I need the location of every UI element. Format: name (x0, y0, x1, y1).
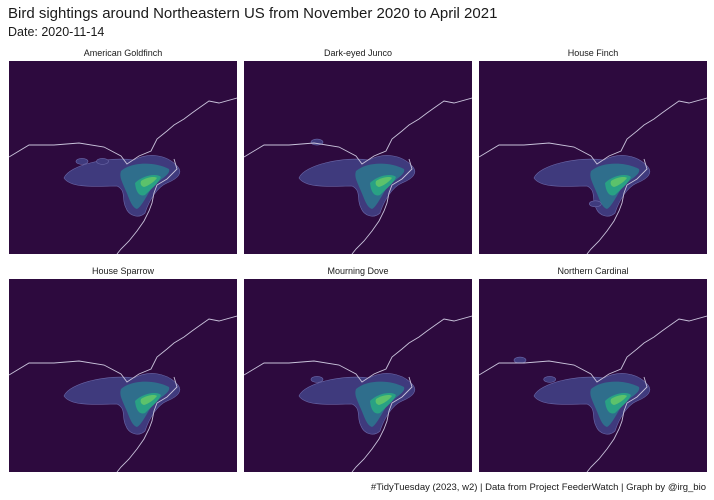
facet-panel-american-goldfinch: American Goldfinch (9, 45, 237, 254)
density-contour-isolated (75, 158, 89, 165)
coastline (244, 315, 472, 383)
facet-label: Mourning Dove (327, 266, 389, 276)
coastline (244, 97, 472, 165)
coastline-east (586, 158, 648, 254)
density-contour-isolated (543, 376, 556, 383)
figure-subtitle: Date: 2020-11-14 (8, 25, 105, 39)
facet-label: House Sparrow (91, 266, 155, 276)
facet-panel-mourning-dove: Mourning Dove (244, 263, 472, 472)
facet-label: Dark-eyed Junco (323, 48, 393, 58)
coastline-east (586, 376, 648, 472)
facet-panel-northern-cardinal: Northern Cardinal (479, 263, 707, 472)
coastline (479, 97, 707, 165)
map-background (9, 279, 237, 472)
map-background (479, 61, 707, 254)
coastline-east (351, 376, 413, 472)
density-map (244, 279, 472, 472)
map-background (244, 279, 472, 472)
density-contour-isolated (310, 376, 324, 383)
density-contour-peak (610, 177, 627, 187)
density-map (9, 279, 237, 472)
figure-caption: #TidyTuesday (2023, w2) | Data from Proj… (370, 482, 706, 493)
facet-label: Northern Cardinal (557, 266, 629, 276)
coastline-east (116, 158, 178, 254)
density-contour-peak (610, 395, 627, 405)
density-contour-peak (375, 395, 392, 405)
density-contour-isolated (589, 200, 602, 208)
density-map (244, 61, 472, 254)
density-contour-peak (140, 395, 157, 405)
density-map (479, 61, 707, 254)
facet-panel-dark-eyed-junco: Dark-eyed Junco (244, 45, 472, 254)
density-contour-peak (140, 177, 157, 187)
coastline-east (116, 376, 178, 472)
coastline (479, 315, 707, 383)
density-map (9, 61, 237, 254)
density-contour-isolated (513, 356, 527, 364)
facet-panel-house-finch: House Finch (479, 45, 707, 254)
map-background (479, 279, 707, 472)
map-background (244, 61, 472, 254)
facet-label: House Finch (567, 48, 619, 58)
facet-label: American Goldfinch (83, 48, 163, 58)
figure-title: Bird sightings around Northeastern US fr… (8, 5, 498, 22)
map-background (9, 61, 237, 254)
density-contour-peak (375, 177, 392, 187)
facet-panel-house-sparrow: House Sparrow (9, 263, 237, 472)
coastline (9, 315, 237, 383)
density-map (479, 279, 707, 472)
coastline (9, 97, 237, 165)
density-contour-isolated (96, 158, 109, 165)
coastline-east (351, 158, 413, 254)
